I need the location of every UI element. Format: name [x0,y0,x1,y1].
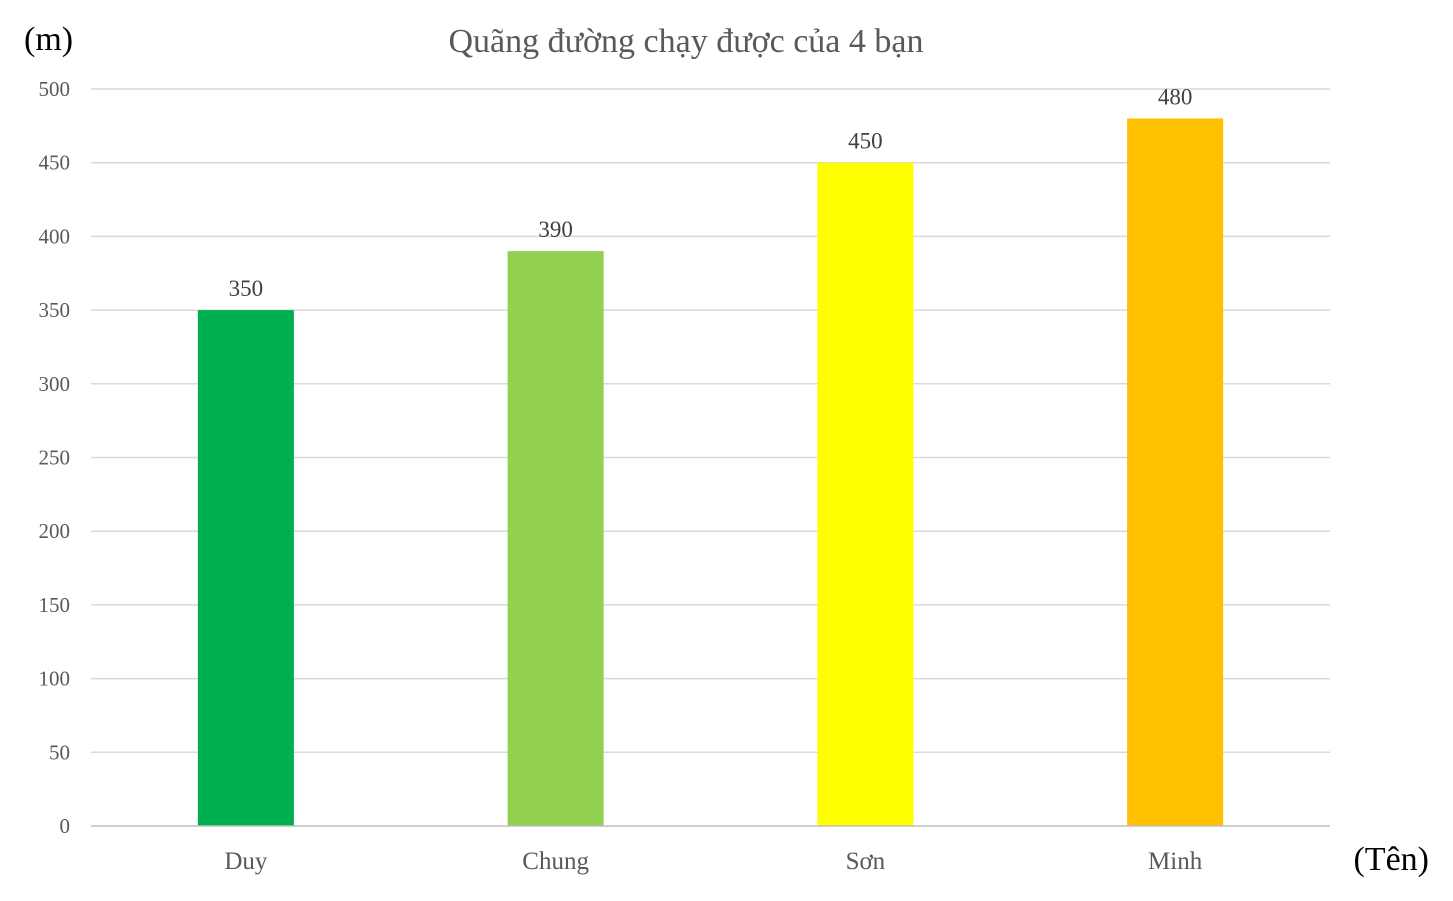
bar-duy [197,310,294,827]
chart-title: Quãng đường chạy được của 4 bạn [448,23,923,60]
y-tick-label: 150 [39,593,71,617]
y-tick-label: 100 [39,667,71,691]
y-axis-ticks: 0 50 100 150 200 250 300 350 400 450 500 [39,77,71,838]
x-axis-categories: Duy Chung Sơn Minh [224,848,1202,875]
x-category-label: Minh [1148,848,1203,875]
y-axis-unit-label: (m) [24,21,73,58]
y-tick-label: 400 [39,224,71,248]
bars [197,118,1224,827]
x-category-label: Sơn [846,848,886,875]
x-axis-unit-label: (Tên) [1353,841,1429,878]
data-label: 450 [848,129,883,154]
x-category-label: Chung [522,848,589,875]
y-tick-label: 300 [39,372,71,396]
y-tick-label: 350 [39,298,71,322]
y-tick-label: 0 [60,814,71,838]
data-label: 350 [229,276,264,301]
bar-minh [1127,118,1224,827]
bar-sơn [817,162,914,826]
data-label: 390 [538,217,573,242]
y-tick-label: 200 [39,519,71,543]
y-tick-label: 250 [39,446,71,470]
data-labels: 350 390 450 480 [229,84,1193,301]
bar-chung [507,251,604,826]
y-tick-label: 450 [39,151,71,175]
y-tick-label: 50 [49,740,70,764]
x-category-label: Duy [224,848,268,875]
gridlines [91,88,1330,754]
data-label: 480 [1158,84,1193,109]
y-tick-label: 500 [39,77,71,101]
